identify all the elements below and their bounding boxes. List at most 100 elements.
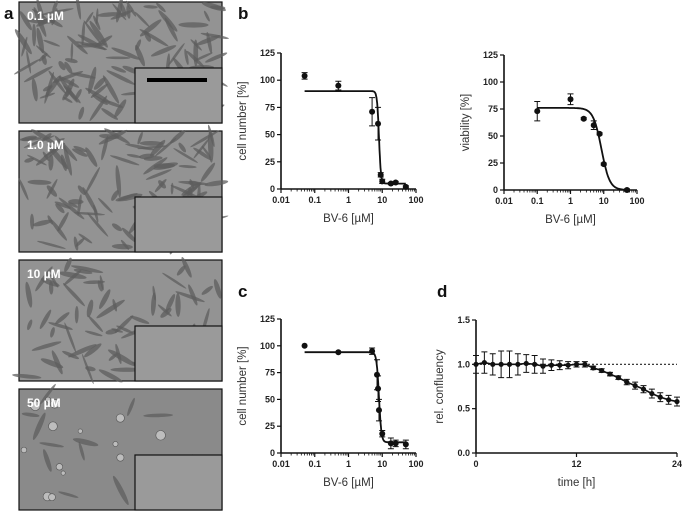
cell-mark	[73, 145, 87, 153]
y-tick-label: 100	[260, 341, 275, 351]
cell-mark	[126, 5, 131, 19]
cell-mark	[114, 99, 127, 118]
cell-mark	[87, 212, 109, 237]
cell-mark	[23, 66, 53, 83]
cell-mark	[99, 134, 120, 140]
cell-mark	[205, 52, 228, 63]
cell-mark	[85, 11, 94, 24]
cell-mark	[63, 145, 72, 176]
cell-mark	[143, 5, 158, 9]
cell-mark	[81, 21, 85, 46]
cell-mark	[48, 70, 67, 94]
cell-mark	[58, 491, 79, 498]
cell-mark	[70, 42, 74, 61]
cell-mark	[21, 412, 40, 418]
cell-mark	[19, 137, 42, 141]
cell-mark	[43, 39, 61, 47]
cell-mark	[101, 108, 119, 120]
data-point	[607, 371, 613, 377]
cell-mark	[93, 204, 99, 223]
cell-mark	[50, 399, 60, 409]
cell-mark	[193, 52, 213, 62]
cell-mark	[78, 106, 85, 120]
cell-mark	[107, 349, 137, 367]
cell-mark	[25, 281, 33, 308]
cell-mark	[14, 29, 32, 55]
cell-mark	[63, 270, 82, 286]
data-point	[573, 361, 580, 367]
data-point	[580, 115, 587, 122]
data-point	[557, 362, 563, 368]
cell-mark	[74, 305, 79, 324]
data-point	[640, 386, 647, 392]
cell-mark	[44, 71, 54, 104]
cell-mark	[54, 135, 78, 162]
data-point	[657, 394, 663, 400]
cell-mark	[78, 233, 93, 244]
cell-mark	[213, 279, 222, 299]
micrograph-panel: 10 µM	[12, 256, 223, 385]
y-tick-label: 0.0	[457, 448, 470, 458]
y-tick-label: 0	[270, 448, 275, 458]
cell-mark	[65, 78, 75, 97]
x-tick-label: 10	[599, 196, 609, 206]
cell-mark	[70, 265, 104, 274]
cell-mark	[121, 227, 138, 243]
cell-mark	[36, 240, 66, 249]
cell-mark	[106, 70, 136, 85]
cell-mark	[31, 78, 38, 102]
x-tick-label: 0.01	[495, 196, 513, 206]
chart-d: 0 12 24 0.0 0.5 1.0 1.5 time [h] rel. confluency	[434, 315, 682, 489]
cell-mark	[127, 397, 135, 416]
fit-curve	[537, 107, 627, 191]
cell-mark	[39, 309, 52, 330]
data-point	[649, 390, 655, 397]
cell-mark	[126, 0, 137, 17]
cell-mark	[134, 11, 150, 28]
y-tick-label: 25	[265, 421, 275, 431]
cell-mark	[112, 475, 129, 506]
cell-mark	[14, 58, 41, 75]
cell-mark	[72, 148, 88, 157]
micrograph-panel: 0.1 µM	[14, 0, 230, 124]
x-tick-label: 100	[629, 196, 644, 206]
cell-mark	[143, 413, 174, 418]
cell-mark	[111, 47, 141, 60]
cell-mark	[135, 39, 142, 51]
x-tick-label: 1	[346, 459, 351, 469]
data-point	[506, 361, 513, 367]
cell-mark	[19, 11, 32, 31]
data-point	[540, 363, 546, 369]
cell-mark	[108, 353, 118, 361]
x-tick-label: 10	[377, 195, 387, 205]
cell-mark	[73, 236, 79, 251]
cell-mark	[111, 66, 127, 73]
cell-mark	[30, 213, 35, 230]
cell-mark	[48, 421, 58, 431]
concentration-label: 0.1 µM	[27, 9, 64, 23]
y-axis-label: cell number [%]	[237, 81, 249, 160]
cell-mark	[43, 449, 52, 472]
cell-mark	[201, 2, 227, 12]
y-tick-label: 100	[260, 75, 275, 85]
cell-mark	[152, 285, 156, 301]
cell-mark	[72, 438, 99, 447]
cell-mark	[175, 291, 205, 303]
cell-mark	[86, 299, 94, 318]
cell-mark	[178, 142, 187, 153]
cell-mark	[23, 135, 55, 148]
cell-mark	[102, 75, 120, 104]
cell-mark	[77, 185, 86, 196]
cell-mark	[47, 215, 54, 225]
cell-mark	[85, 166, 101, 195]
cell-mark	[193, 137, 210, 159]
data-point	[532, 361, 538, 367]
cell-mark	[64, 61, 73, 74]
data-point	[515, 361, 521, 367]
cell-mark	[49, 274, 59, 288]
data-point	[490, 361, 496, 367]
y-axis-label: viability [%]	[460, 94, 472, 152]
cell-mark	[57, 212, 69, 232]
cell-mark	[32, 23, 37, 47]
